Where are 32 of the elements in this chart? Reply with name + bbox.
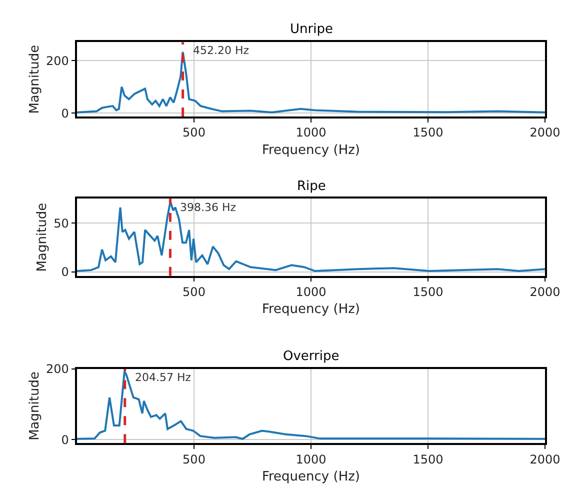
- y-tick-label: 0: [61, 265, 69, 280]
- chart-title: Overripe: [283, 349, 340, 364]
- x-tick-label: 1000: [296, 126, 326, 140]
- x-tick-label: 2000: [530, 285, 560, 300]
- x-tick-label: 2000: [530, 126, 560, 140]
- chart-title: Unripe: [290, 22, 333, 37]
- ref-line-label: 452.20 Hz: [193, 44, 250, 57]
- ref-line-label: 204.57 Hz: [135, 371, 192, 384]
- y-axis-title: Magnitude: [35, 202, 50, 272]
- x-tick-label: 1500: [412, 285, 444, 300]
- y-axis-title: Magnitude: [27, 372, 42, 440]
- x-tick-label: 1000: [296, 285, 326, 300]
- x-axis-title: Frequency (Hz): [262, 469, 360, 484]
- chart-title: Ripe: [297, 179, 326, 194]
- y-axis-title: Magnitude: [27, 44, 42, 114]
- x-tick-label: 500: [182, 285, 206, 300]
- x-tick-label: 1500: [412, 452, 444, 466]
- line-series: [77, 370, 545, 440]
- x-tick-label: 500: [182, 452, 206, 466]
- y-tick-label: 200: [46, 362, 69, 376]
- y-tick-label: 0: [61, 432, 69, 447]
- line-series: [77, 200, 545, 272]
- y-tick-label: 50: [54, 216, 69, 230]
- ref-line-label: 398.36 Hz: [180, 201, 236, 214]
- x-tick-label: 2000: [530, 452, 560, 466]
- x-tick-label: 1000: [296, 452, 326, 466]
- y-tick-label: 0: [61, 106, 69, 120]
- x-tick-label: 1500: [412, 126, 444, 140]
- x-tick-label: 500: [182, 126, 206, 140]
- x-axis-title: Frequency (Hz): [262, 302, 360, 318]
- x-axis-title: Frequency (Hz): [262, 142, 360, 158]
- y-tick-label: 200: [46, 54, 69, 68]
